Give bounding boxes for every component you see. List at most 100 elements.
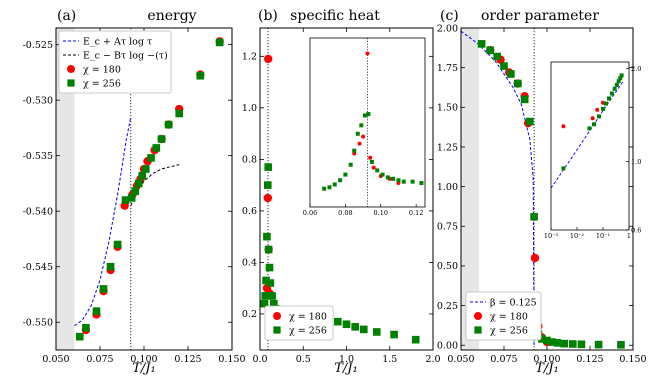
panel-a-ytick-label: -0.545	[23, 262, 53, 273]
panel-c-ytick-label: 2.00	[437, 23, 458, 34]
panel-b-legend-marker-0	[273, 312, 281, 320]
panel-c-inset-series-2-point	[596, 114, 601, 119]
panel-a-series-3-point	[138, 171, 147, 180]
panel-c: (c) order parameter T/J₁ 0.050 0.075 0.100…	[437, 8, 647, 376]
panel-a-legend-label-1: E_c − Bτ log −(τ)	[83, 51, 168, 62]
panel-a-series-3-point	[82, 323, 90, 332]
panel-c-xtick-label: 0.125	[576, 354, 603, 365]
panel-b-label: (b)	[258, 8, 278, 24]
panel-c-series-2-point	[513, 79, 522, 88]
panel-a-series-3-point	[141, 165, 150, 173]
panel-c-ytick-label: 0.25	[437, 301, 458, 312]
panel-c-ytick-label: 0.00	[437, 341, 458, 352]
panel-a-series-3-point	[175, 109, 183, 118]
panel-a-xtick-label: 0.075	[86, 354, 113, 365]
panel-c-inset-series-2-point	[601, 106, 605, 111]
panel-a-xtick-label: 0.100	[130, 354, 157, 365]
panel-b-inset: 0.06 0.08 0.10 0.12	[303, 37, 426, 217]
panel-b-series-1-point	[263, 181, 272, 189]
panel-a-legend-box	[58, 30, 172, 94]
panel-b-inset-series-0-point	[371, 165, 376, 170]
panel-a-series-3-point	[75, 332, 84, 341]
panel-b-ytick-label: 1.2	[242, 52, 257, 63]
panel-c-legend-marker-2	[474, 326, 482, 334]
panel-b-inset-series-1-point	[322, 186, 327, 191]
panel-a-series-3-point	[215, 38, 224, 47]
panel-c-inset-series-1-point	[561, 124, 566, 129]
panel-c-inset-xtick-label: 10⁻²	[570, 232, 585, 240]
panel-a-title: energy	[147, 8, 196, 24]
panel-b-inset-series-1-point	[343, 172, 348, 177]
panel-c-series-2-point	[493, 52, 501, 61]
panel-a-series-3-point	[92, 307, 101, 315]
panel-a-series-3-point	[127, 194, 136, 202]
panel-a-series-3-point	[164, 120, 173, 129]
panel-b-series-1-point	[262, 276, 270, 285]
panel-a-legend: E_c + Aτ log τ E_c − Bτ log −(τ) χ = 180 χ …	[58, 30, 172, 94]
panel-c-series-2-point	[520, 95, 529, 104]
panel-c-legend: β = 0.125 χ = 180 χ = 256	[465, 291, 542, 341]
panel-b-series-1-point	[411, 335, 420, 344]
panel-a: (a) energy T/J₁ 0.050 0.075 0.100 0.125 0.15…	[23, 8, 246, 376]
panel-c-ytick-label: 1.50	[437, 103, 458, 114]
panel-b-series-1-point	[260, 299, 269, 308]
panel-b-series-1-point	[265, 263, 274, 272]
panel-a-ytick-label: -0.530	[23, 95, 53, 106]
panel-b-ytick-label: 0.4	[242, 258, 257, 269]
panel-b-inset-series-1-point	[401, 179, 406, 184]
panel-b-series-1-point	[360, 325, 368, 334]
panel-c-series-2-point	[577, 340, 586, 349]
panel-c-series-2-point	[553, 339, 562, 347]
panel-c-xtick-label: 0.100	[533, 354, 560, 365]
panel-b-inset-xtick-label: 0.08	[338, 209, 352, 217]
panel-b-xtick-label: 0.0	[252, 354, 267, 365]
panel-c-series-2-point	[548, 338, 556, 346]
panel-b-inset-xtick-label: 0.12	[409, 209, 423, 217]
panel-b-inset-series-0-point	[361, 134, 366, 139]
panel-b-ytick-label: 0.8	[242, 155, 257, 166]
panel-b-inset-series-1-point	[332, 182, 337, 187]
panel-a-ytick-label: -0.550	[23, 318, 53, 329]
panel-c-inset-ytick-label: 2.0	[631, 65, 641, 73]
panel-c-legend-marker-1	[474, 312, 482, 320]
panel-c-inset-xtick-label: 10⁻³	[544, 232, 559, 240]
panel-b-inset-series-0-point	[368, 155, 373, 160]
panel-b-series-1-point	[342, 320, 351, 329]
panel-b-ytick-label: 1.0	[242, 103, 257, 114]
panel-b-inset-series-1-point	[380, 172, 385, 177]
panel-c-series-2-point	[617, 340, 625, 349]
panel-b-inset-series-1-point	[396, 178, 401, 183]
panel-b-inset-series-1-point	[391, 176, 396, 181]
panel-a-series-3-point	[106, 262, 115, 271]
panel-a-legend-marker-3	[67, 79, 75, 87]
panel-c-legend-box	[465, 291, 542, 341]
panel-c-inset-series-2-point	[618, 76, 623, 81]
panel-b: (b) specific heat T/J₁ 0.0 0.5 1.0 1.5 2.0 0.…	[242, 8, 441, 376]
panel-c-title: order parameter	[481, 8, 599, 24]
panel-a-xtick-label: 0.050	[42, 354, 69, 365]
panel-a-legend-marker-2	[67, 65, 75, 73]
panel-a-series-3-point	[113, 240, 122, 249]
panel-a-legend-label-0: E_c + Aτ log τ	[83, 37, 152, 48]
panel-b-series-0-point	[264, 54, 273, 64]
panel-a-legend-label-3: χ = 256	[83, 79, 121, 90]
panel-b-series-1-point	[268, 292, 276, 300]
panel-b-legend-box	[264, 305, 334, 341]
panel-c-legend-label-2: χ = 256	[490, 326, 528, 337]
panel-b-legend-label-1: χ = 256	[289, 326, 327, 337]
panel-c-shaded-region	[461, 28, 480, 350]
panel-a-xtick-label: 0.125	[174, 354, 201, 365]
panel-c-series-2-point	[500, 62, 508, 70]
panel-b-inset-series-1-point	[385, 175, 390, 180]
panel-c-inset-series-2-point	[603, 101, 608, 106]
panel-b-legend-marker-1	[273, 326, 281, 334]
panel-b-series-0-point	[263, 193, 272, 203]
panel-c-inset-series-2-point	[619, 73, 624, 78]
panel-c-ytick-label: 1.00	[437, 182, 458, 193]
panel-a-series-3-point	[131, 187, 139, 196]
panel-a-series-3-point	[99, 285, 108, 293]
panel-c-inset-xtick-label: 10⁻¹	[596, 232, 611, 240]
panel-b-series-1-point	[261, 292, 269, 300]
panel-c-ytick-label: 1.25	[437, 142, 458, 153]
panel-c-legend-label-1: χ = 180	[490, 312, 528, 323]
